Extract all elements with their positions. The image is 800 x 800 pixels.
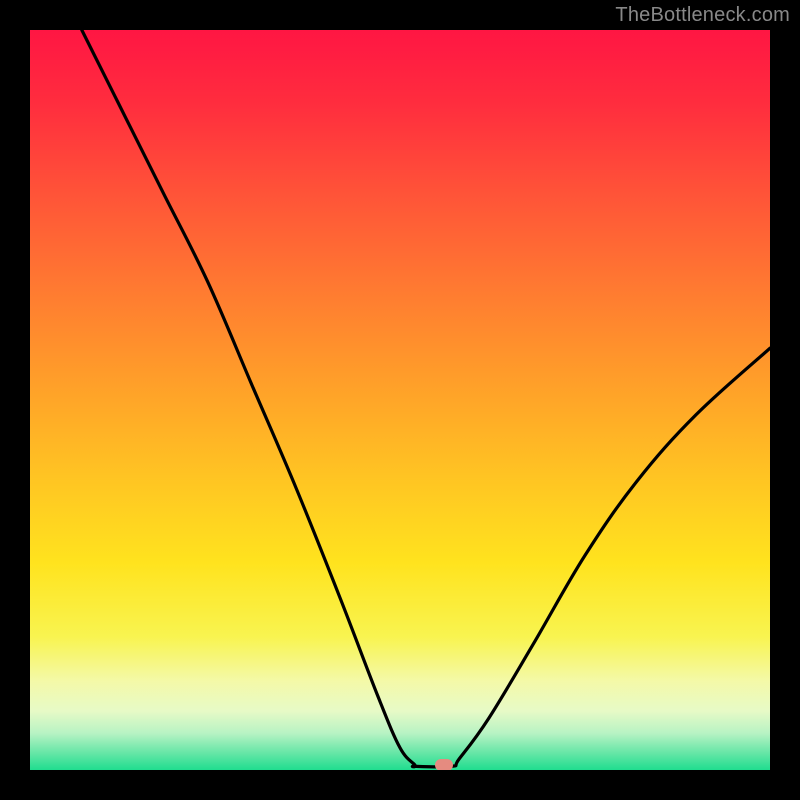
bottleneck-curve (30, 30, 770, 770)
chart-canvas: TheBottleneck.com (0, 0, 800, 800)
watermark-text: TheBottleneck.com (615, 4, 790, 27)
plot-area (30, 30, 770, 770)
optimal-point-marker (435, 759, 453, 770)
